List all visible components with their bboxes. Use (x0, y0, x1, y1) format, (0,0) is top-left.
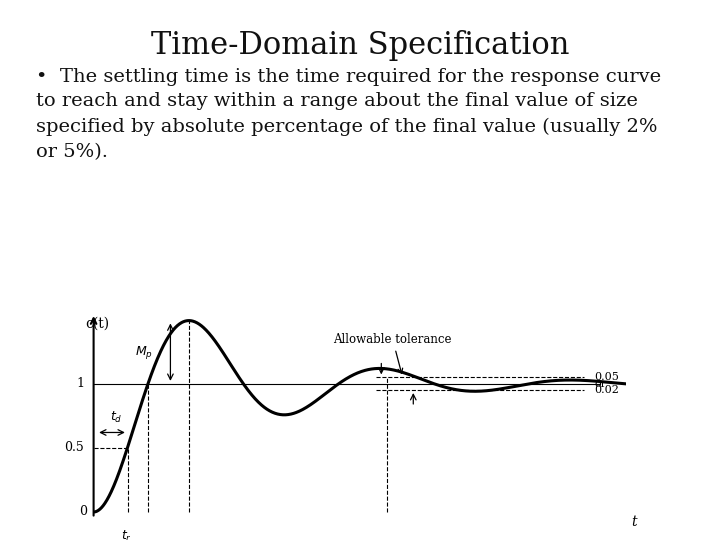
Text: 1: 1 (76, 377, 84, 390)
Text: $M_p$: $M_p$ (135, 343, 153, 361)
Text: 0.05: 0.05 (595, 372, 619, 382)
Text: Time-Domain Specification: Time-Domain Specification (150, 30, 570, 60)
Text: t: t (631, 515, 637, 529)
Text: $t_r$: $t_r$ (121, 529, 132, 540)
Text: Allowable tolerance: Allowable tolerance (333, 333, 452, 373)
Text: $t_p$: $t_p$ (140, 539, 153, 540)
Text: $t_d$: $t_d$ (109, 410, 122, 425)
Text: c(t): c(t) (86, 317, 109, 331)
Text: •  The settling time is the time required for the response curve
to reach and st: • The settling time is the time required… (36, 68, 661, 161)
Text: or: or (595, 379, 606, 389)
Text: 0.02: 0.02 (595, 385, 619, 395)
Text: 0: 0 (79, 505, 87, 518)
Text: 0.5: 0.5 (64, 441, 84, 454)
